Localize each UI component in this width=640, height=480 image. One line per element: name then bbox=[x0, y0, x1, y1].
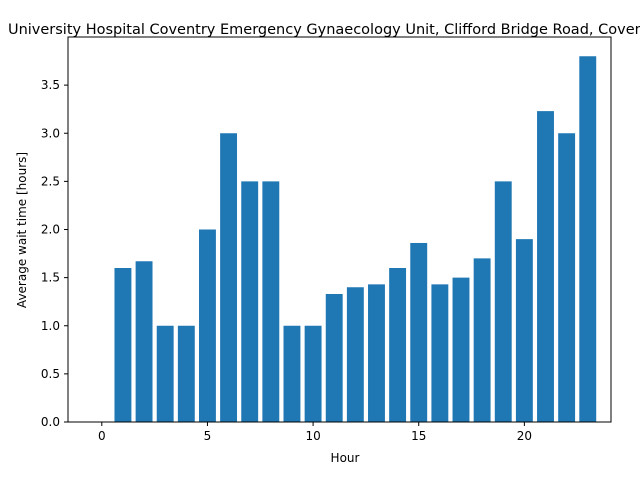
bar-hour-12 bbox=[346, 287, 364, 422]
y-tick-label: 0.5 bbox=[41, 367, 60, 381]
bar-hour-22 bbox=[558, 133, 576, 422]
bar-hour-10 bbox=[304, 325, 322, 422]
bar-hour-11 bbox=[325, 293, 343, 422]
y-tick-label: 3.5 bbox=[41, 78, 60, 92]
bar-hour-7 bbox=[241, 181, 259, 422]
x-tick-label: 15 bbox=[411, 429, 426, 443]
bar-hour-21 bbox=[537, 111, 554, 423]
bar-hour-13 bbox=[368, 284, 385, 422]
bars-group bbox=[114, 56, 597, 423]
bar-hour-3 bbox=[156, 325, 174, 422]
bar-hour-4 bbox=[177, 325, 195, 422]
y-tick-label: 2.5 bbox=[41, 174, 60, 188]
x-tick-label: 20 bbox=[517, 429, 532, 443]
x-tick-label: 10 bbox=[305, 429, 320, 443]
bar-hour-2 bbox=[135, 261, 153, 422]
bar-hour-9 bbox=[283, 325, 301, 422]
y-axis-label: Average wait time [hours] bbox=[15, 152, 29, 308]
bar-hour-8 bbox=[262, 181, 280, 422]
y-tick-label: 1.5 bbox=[41, 271, 60, 285]
y-tick-label: 2.0 bbox=[41, 223, 60, 237]
plot-frame bbox=[67, 36, 612, 423]
x-tick-label: 5 bbox=[204, 429, 212, 443]
x-tick-label: 0 bbox=[98, 429, 106, 443]
y-axis-ticks: 0.0 0.5 1.0 1.5 2.0 2.5 3.0 3.5 bbox=[41, 78, 68, 429]
bar-hour-16 bbox=[431, 284, 449, 422]
bar-hour-15 bbox=[410, 242, 428, 422]
bar-hour-20 bbox=[515, 239, 533, 422]
bar-hour-5 bbox=[198, 229, 216, 422]
bar-hour-19 bbox=[494, 181, 512, 422]
bar-hour-18 bbox=[473, 258, 491, 422]
y-tick-label: 0.0 bbox=[41, 415, 60, 429]
chart-title: University Hospital Coventry Emergency G… bbox=[8, 22, 640, 38]
bar-hour-6 bbox=[220, 133, 238, 422]
bar-hour-17 bbox=[452, 277, 470, 422]
bar-hour-1 bbox=[114, 268, 132, 422]
x-axis-label: Hour bbox=[331, 451, 360, 465]
x-axis-ticks: 0 5 10 15 20 bbox=[98, 422, 532, 443]
y-tick-label: 3.0 bbox=[41, 126, 60, 140]
y-tick-label: 1.0 bbox=[41, 319, 60, 333]
bar-hour-23 bbox=[579, 56, 597, 422]
bar-hour-14 bbox=[389, 268, 407, 422]
